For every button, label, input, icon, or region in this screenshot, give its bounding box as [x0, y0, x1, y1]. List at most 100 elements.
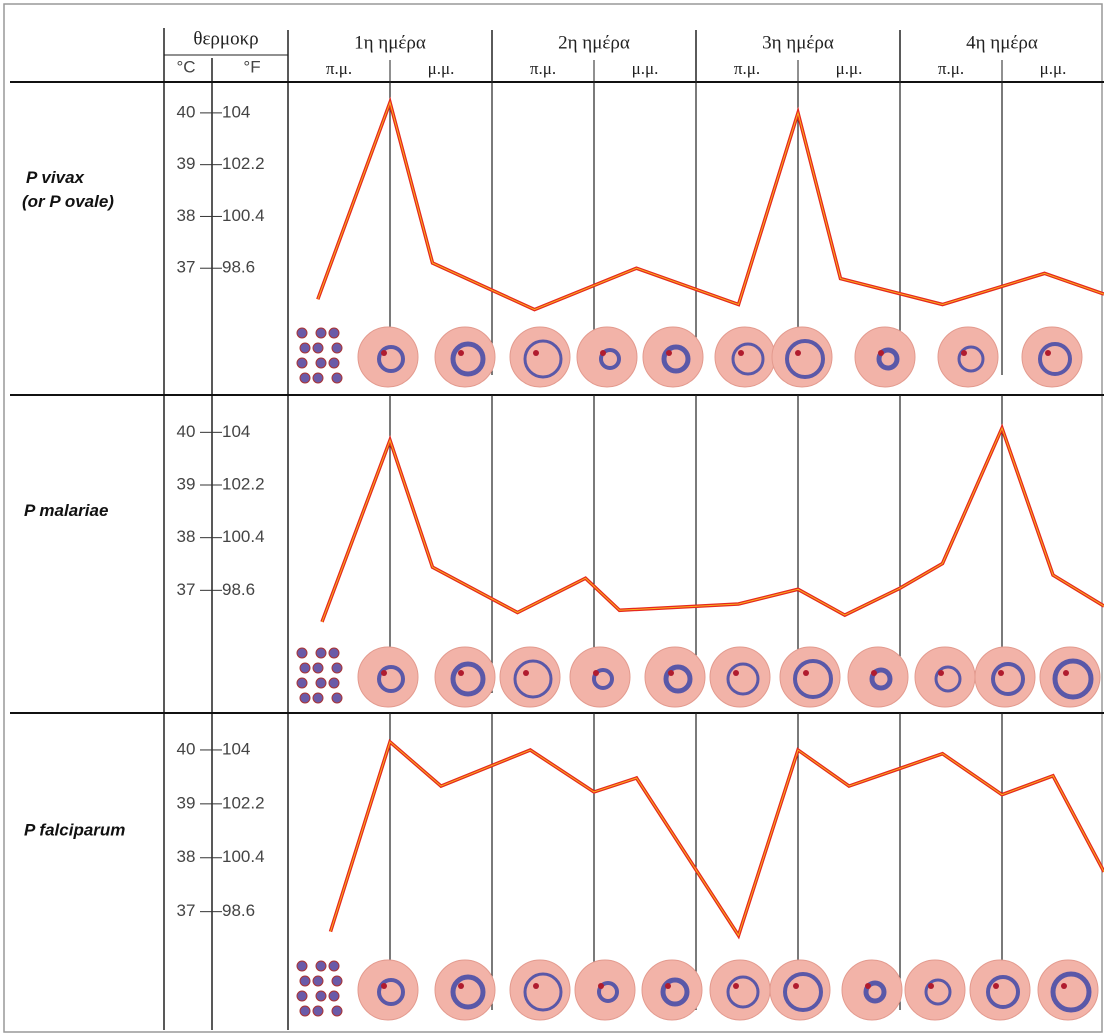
merozoite	[300, 663, 310, 673]
chromatin	[381, 983, 387, 989]
cell-illustration	[715, 327, 775, 387]
merozoite	[297, 648, 307, 658]
figure: θερμοκρ °C °F 1η ημέρα2η ημέρα3η ημέρα4η…	[0, 0, 1104, 1034]
c-tick-label: 40	[177, 422, 196, 441]
cell	[975, 647, 1035, 707]
cell-illustration	[575, 960, 635, 1020]
merozoite	[313, 663, 323, 673]
cell	[710, 960, 770, 1020]
c-tick-label: 38	[177, 527, 196, 546]
cell-illustration	[510, 327, 570, 387]
c-tick-label: 38	[177, 206, 196, 225]
day-label: 1η ημέρα	[354, 32, 426, 53]
cell-illustration	[1038, 960, 1098, 1020]
chromatin	[598, 983, 604, 989]
cell-illustration	[642, 960, 702, 1020]
f-tick-label: 104	[222, 739, 250, 758]
chromatin	[733, 983, 739, 989]
chromatin	[533, 983, 539, 989]
chromatin	[865, 983, 871, 989]
merozoite	[332, 976, 342, 986]
merozoite	[316, 648, 326, 658]
chromatin	[733, 670, 739, 676]
cell	[358, 960, 418, 1020]
c-tick-label: 39	[177, 154, 196, 173]
cell-illustration	[770, 960, 830, 1020]
merozoite	[329, 991, 339, 1001]
merozoite	[313, 373, 323, 383]
species-sublabel: (or P ovale)	[22, 192, 114, 211]
merozoite	[316, 991, 326, 1001]
merozoite	[300, 373, 310, 383]
chromatin	[1063, 670, 1069, 676]
f-tick-label: 104	[222, 422, 250, 441]
f-tick-label: 102.2	[222, 474, 265, 493]
cell-illustration	[710, 647, 770, 707]
merozoite	[332, 373, 342, 383]
cell-illustration	[500, 647, 560, 707]
merozoite	[316, 961, 326, 971]
c-tick-label: 37	[177, 580, 196, 599]
cell-illustration	[938, 327, 998, 387]
merozoite	[300, 1006, 310, 1016]
period-label: π.μ.	[326, 59, 352, 78]
merozoite	[316, 678, 326, 688]
cell-illustration	[780, 647, 840, 707]
c-tick-label: 38	[177, 847, 196, 866]
chromatin	[666, 350, 672, 356]
species-label: P malariae	[24, 501, 108, 520]
day-label: 3η ημέρα	[762, 32, 834, 53]
chromatin	[993, 983, 999, 989]
cell-illustration	[1040, 647, 1100, 707]
merozoite	[329, 678, 339, 688]
cell	[643, 327, 703, 387]
f-tick-label: 98.6	[222, 901, 255, 920]
merozoite	[297, 961, 307, 971]
cell-illustration	[710, 960, 770, 1020]
chromatin	[871, 670, 877, 676]
chromatin	[533, 350, 539, 356]
cell-illustration	[645, 647, 705, 707]
chromatin	[961, 350, 967, 356]
chromatin	[928, 983, 934, 989]
f-tick-label: 100.4	[222, 527, 265, 546]
period-label: π.μ.	[734, 59, 760, 78]
chromatin	[938, 670, 944, 676]
cell	[715, 327, 775, 387]
merozoite	[300, 343, 310, 353]
day-label: 2η ημέρα	[558, 32, 630, 53]
chromatin	[600, 350, 606, 356]
cell-illustration	[435, 647, 495, 707]
chromatin	[593, 670, 599, 676]
f-tick-label: 102.2	[222, 154, 265, 173]
cell	[570, 647, 630, 707]
c-tick-label: 40	[177, 739, 196, 758]
f-tick-label: 98.6	[222, 258, 255, 277]
merozoite	[332, 1006, 342, 1016]
c-tick-label: 37	[177, 258, 196, 277]
period-label: π.μ.	[530, 59, 556, 78]
cell	[435, 960, 495, 1020]
cell	[358, 647, 418, 707]
merozoite	[316, 358, 326, 368]
chromatin	[668, 670, 674, 676]
period-label: μ.μ.	[1040, 59, 1067, 78]
c-unit: °C	[176, 57, 195, 76]
chromatin	[795, 350, 801, 356]
cell-illustration	[1022, 327, 1082, 387]
cell	[575, 960, 635, 1020]
cell	[970, 960, 1030, 1020]
chromatin	[793, 983, 799, 989]
cell-illustration	[358, 647, 418, 707]
c-tick-label: 39	[177, 793, 196, 812]
chromatin	[665, 983, 671, 989]
chromatin	[803, 670, 809, 676]
merozoite	[313, 1006, 323, 1016]
merozoite	[313, 693, 323, 703]
cell-illustration	[848, 647, 908, 707]
f-unit: °F	[243, 57, 260, 76]
merozoite	[297, 358, 307, 368]
cell-illustration	[855, 327, 915, 387]
c-tick-label: 40	[177, 102, 196, 121]
cell	[358, 327, 418, 387]
